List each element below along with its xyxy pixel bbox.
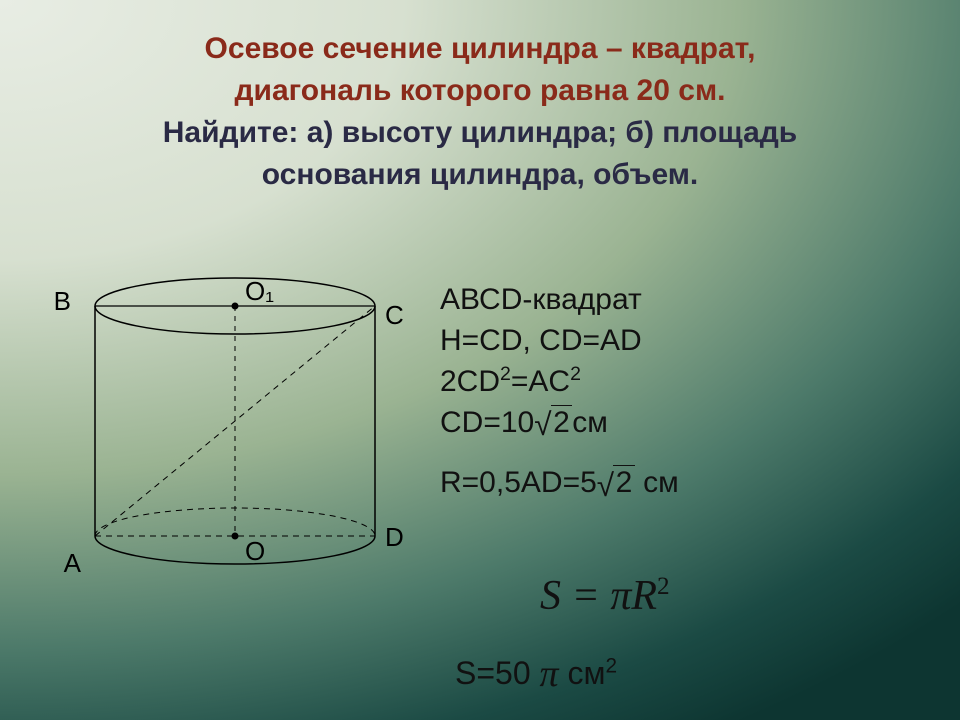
area-formula: S = πR2 <box>540 572 670 620</box>
svg-text:O₁: O₁ <box>245 276 274 306</box>
title: Осевое сечение цилиндра – квадрат, диаго… <box>0 28 960 196</box>
svg-text:C: C <box>385 300 404 330</box>
title-line-2: диагональ которого равна 20 см. <box>0 70 960 112</box>
math-line-1: АВСD-квадрат <box>440 280 940 321</box>
svg-text:A: A <box>64 548 82 578</box>
solution-text: АВСD-квадрат H=CD, CD=AD 2CD2=AC2 CD=102… <box>440 280 940 504</box>
title-line-1: Осевое сечение цилиндра – квадрат, <box>0 28 960 70</box>
cylinder-diagram: B C A D O₁ O <box>50 268 420 608</box>
svg-text:O: O <box>245 536 265 566</box>
svg-text:D: D <box>385 522 404 552</box>
svg-text:B: B <box>54 286 71 316</box>
math-line-4: CD=102см <box>440 403 940 444</box>
math-line-5: R=0,5AD=52 см <box>440 463 940 504</box>
title-line-4: основания цилиндра, объем. <box>0 154 960 196</box>
math-line-3: 2CD2=AC2 <box>440 361 940 403</box>
area-result: S=50 π см2 <box>455 650 617 694</box>
title-line-3: Найдите: а) высоту цилиндра; б) площадь <box>0 112 960 154</box>
slide: Осевое сечение цилиндра – квадрат, диаго… <box>0 0 960 720</box>
math-line-2: H=CD, CD=AD <box>440 321 940 362</box>
